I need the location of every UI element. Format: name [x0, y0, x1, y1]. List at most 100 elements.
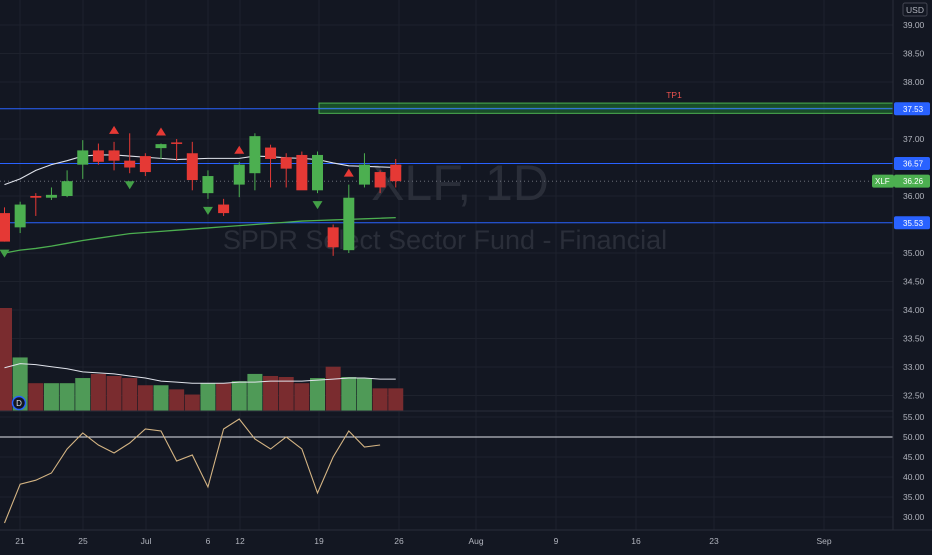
last-price-tag: [894, 174, 930, 188]
volume-ma-line: [4, 363, 396, 384]
buy-signal-arrow: [312, 201, 323, 210]
tp1-label: TP1: [666, 90, 682, 100]
volume-bar: [43, 383, 59, 411]
symbol-tag-text: XLF: [875, 177, 890, 186]
candle[interactable]: [280, 153, 292, 188]
indicator-logo[interactable]: D: [11, 395, 27, 411]
date-tick-label: 6: [206, 536, 211, 546]
osc-tick-label: 40.00: [903, 472, 925, 482]
volume-bars: [0, 308, 404, 411]
volume-bar: [356, 378, 372, 411]
price-tick-label: 33.50: [903, 334, 925, 344]
price-axis-ticks: 39.00 38.50 38.00 37.00 36.00 35.00 34.50 34.00…: [903, 20, 925, 401]
date-tick-label: 23: [709, 536, 719, 546]
price-tags: 37.53 36.57 35.53 XLF 36.26: [872, 102, 930, 230]
candle[interactable]: [0, 207, 10, 242]
volume-bar: [184, 394, 200, 411]
volume-bar: [59, 383, 75, 411]
candle[interactable]: [312, 151, 323, 194]
hline-price-tag-text: 35.53: [903, 219, 924, 228]
candle[interactable]: [218, 198, 230, 216]
price-tick-label: 39.00: [903, 20, 925, 30]
hline-price-tag-text: 37.53: [903, 105, 924, 114]
volume-bar: [216, 383, 232, 411]
date-tick-label: 25: [78, 536, 88, 546]
last-price-tag-text: 36.26: [903, 177, 924, 186]
price-tick-label: 34.50: [903, 277, 925, 287]
date-tick-label: Sep: [816, 536, 831, 546]
osc-tick-label: 35.00: [903, 492, 925, 502]
volume-bar: [231, 381, 247, 411]
date-tick-label: 19: [314, 536, 324, 546]
volume-bar: [153, 385, 169, 411]
candle[interactable]: [374, 170, 386, 194]
price-tick-label: 38.00: [903, 77, 925, 87]
volume-bar: [137, 385, 153, 411]
hline-price-tag: [894, 102, 930, 116]
indicator-logo-letter: D: [16, 399, 22, 408]
volume-bar: [310, 378, 325, 411]
short-moving-average: [4, 154, 396, 186]
volume-bar: [388, 388, 404, 411]
candle[interactable]: [186, 141, 198, 191]
candle[interactable]: [61, 170, 73, 198]
candle[interactable]: [202, 170, 214, 199]
volume-bar: [247, 373, 263, 411]
candle[interactable]: [108, 141, 120, 171]
candle[interactable]: [265, 144, 277, 188]
candle[interactable]: [358, 153, 370, 188]
candle[interactable]: [155, 143, 167, 159]
signal-markers: [0, 125, 354, 258]
volume-bar: [0, 308, 12, 411]
candle[interactable]: [390, 158, 402, 188]
price-tick-label: 33.00: [903, 362, 925, 372]
sell-signal-arrow: [109, 125, 120, 134]
date-tick-label: 21: [15, 536, 25, 546]
volume-bar: [106, 375, 122, 411]
osc-tick-label: 30.00: [903, 512, 925, 522]
volume-bar: [75, 378, 91, 411]
candle[interactable]: [124, 133, 136, 174]
price-tick-label: 35.00: [903, 248, 925, 258]
price-tick-label: 38.50: [903, 49, 925, 59]
date-tick-label: Aug: [468, 536, 483, 546]
volume-bar: [263, 375, 279, 411]
currency-label[interactable]: USD: [902, 2, 928, 17]
price-axis-panel[interactable]: [893, 0, 932, 530]
candle[interactable]: [14, 201, 26, 234]
volume-bar: [278, 377, 294, 411]
volume-bar: [372, 388, 388, 411]
symbol-watermark: XLF, 1D: [371, 155, 549, 211]
price-tick-label: 37.00: [903, 134, 925, 144]
long-moving-average: [4, 217, 396, 254]
description-watermark: SPDR Select Sector Fund - Financial: [223, 225, 667, 255]
date-tick-label: Jul: [141, 536, 152, 546]
candle[interactable]: [77, 140, 89, 179]
candle[interactable]: [296, 151, 308, 191]
symbol-tag: [872, 174, 894, 188]
date-tick-label: 12: [235, 536, 245, 546]
candle[interactable]: [327, 224, 339, 256]
candle[interactable]: [343, 184, 355, 253]
date-tick-label: 9: [554, 536, 559, 546]
candle[interactable]: [30, 193, 42, 216]
volume-bar: [122, 378, 138, 411]
candle[interactable]: [171, 139, 183, 161]
volume-bar: [200, 383, 216, 411]
candle[interactable]: [249, 133, 261, 191]
candle[interactable]: [45, 187, 57, 200]
sell-signal-arrow: [343, 168, 354, 177]
oscillator-line: [3, 418, 381, 524]
hline-price-tag: [894, 157, 930, 171]
price-tick-label: 36.00: [903, 191, 925, 201]
candle[interactable]: [92, 143, 104, 165]
candles[interactable]: [0, 133, 402, 256]
date-axis-ticks: 21 25 Jul 6 12 19 26 Aug 9 16 23 Sep: [15, 536, 832, 546]
sell-signal-arrow: [156, 127, 166, 136]
hline-price-tag: [894, 216, 930, 230]
candle[interactable]: [139, 153, 151, 177]
volume-bar: [169, 389, 185, 411]
candle[interactable]: [233, 161, 245, 198]
